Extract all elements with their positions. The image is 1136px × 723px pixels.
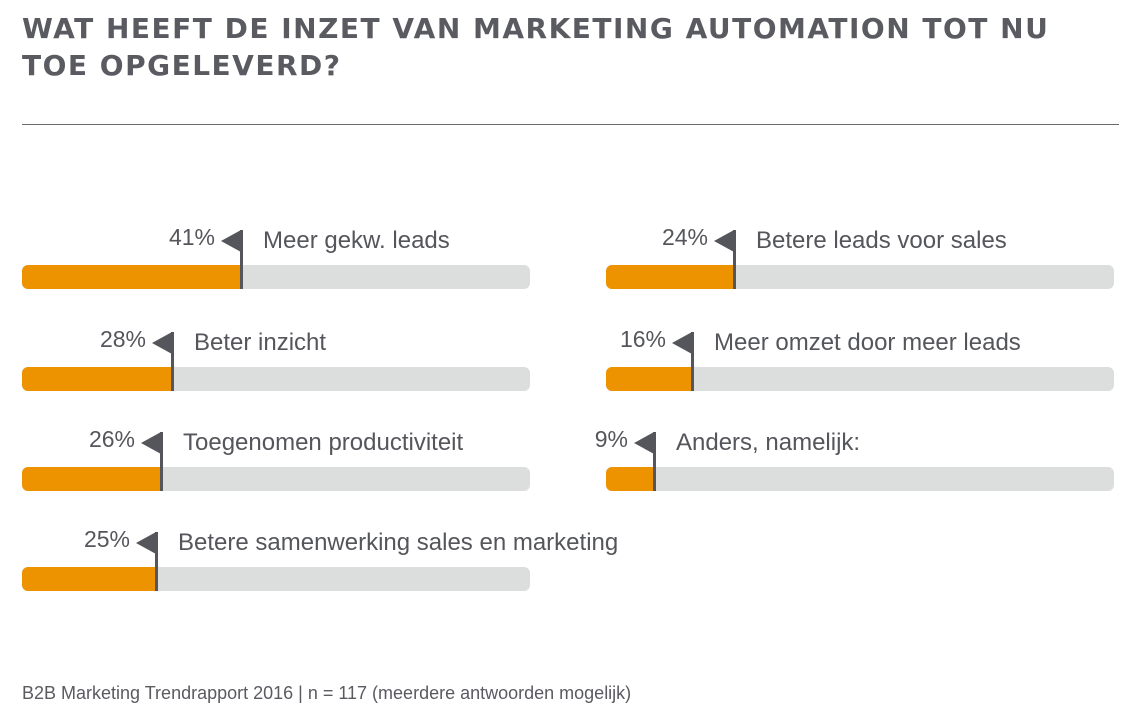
flag-pole-marker (240, 230, 243, 289)
bar-item: 24% Betere leads voor sales (606, 218, 1116, 289)
flag-icon (634, 432, 654, 454)
category-label: Betere leads voor sales (756, 227, 1007, 254)
source-footnote: B2B Marketing Trendrapport 2016 | n = 11… (22, 683, 632, 703)
bar-fill (22, 467, 161, 491)
flag-pole-marker (160, 432, 163, 491)
flag-pole-marker (653, 432, 656, 491)
bar-fill (606, 467, 654, 491)
bar-item: 26% Toegenomen productiviteit (22, 420, 532, 491)
category-label: Meer omzet door meer leads (714, 329, 1021, 356)
bar-fill (22, 567, 156, 591)
flag-pole-marker (171, 332, 174, 391)
value-label: 28% (99, 326, 146, 352)
bar-item: 9% Anders, namelijk: (595, 420, 1116, 491)
flag-icon (221, 230, 241, 252)
chart-title: WAT HEEFT DE INZET VAN MARKETING AUTOMAT… (22, 12, 1050, 82)
value-label: 26% (88, 426, 135, 452)
category-label: Betere samenwerking sales en marketing (178, 529, 619, 556)
category-label: Anders, namelijk: (676, 429, 861, 456)
value-label: 16% (619, 326, 666, 352)
bar-fill (22, 265, 241, 289)
value-label: 24% (661, 224, 708, 250)
bar-track (22, 367, 530, 391)
flag-pole-marker (733, 230, 736, 289)
flag-icon (136, 532, 156, 554)
title-divider (22, 124, 1119, 125)
bar-item: 16% Meer omzet door meer leads (606, 320, 1116, 391)
flag-icon (672, 332, 692, 354)
category-label: Beter inzicht (194, 329, 327, 356)
flag-icon (152, 332, 172, 354)
bar-track (606, 265, 1114, 289)
bar-fill (606, 265, 734, 289)
bar-item: 28% Beter inzicht (22, 320, 532, 391)
bar-item: 41% Meer gekw. leads (22, 218, 532, 289)
bar-track (22, 467, 530, 491)
flag-pole-marker (155, 532, 158, 591)
value-label: 25% (83, 526, 130, 552)
flag-pole-marker (691, 332, 694, 391)
value-label: 9% (594, 426, 628, 452)
bar-track (22, 567, 530, 591)
bar-track (606, 367, 1114, 391)
value-label: 41% (168, 224, 215, 250)
flag-icon (714, 230, 734, 252)
flag-icon (141, 432, 161, 454)
bar-fill (22, 367, 172, 391)
category-label: Toegenomen productiviteit (183, 429, 464, 456)
bar-item: 25% Betere samenwerking sales en marketin… (22, 520, 618, 591)
bar-track (22, 265, 530, 289)
category-label: Meer gekw. leads (263, 227, 450, 254)
bar-fill (606, 367, 692, 391)
bar-track (606, 467, 1114, 491)
